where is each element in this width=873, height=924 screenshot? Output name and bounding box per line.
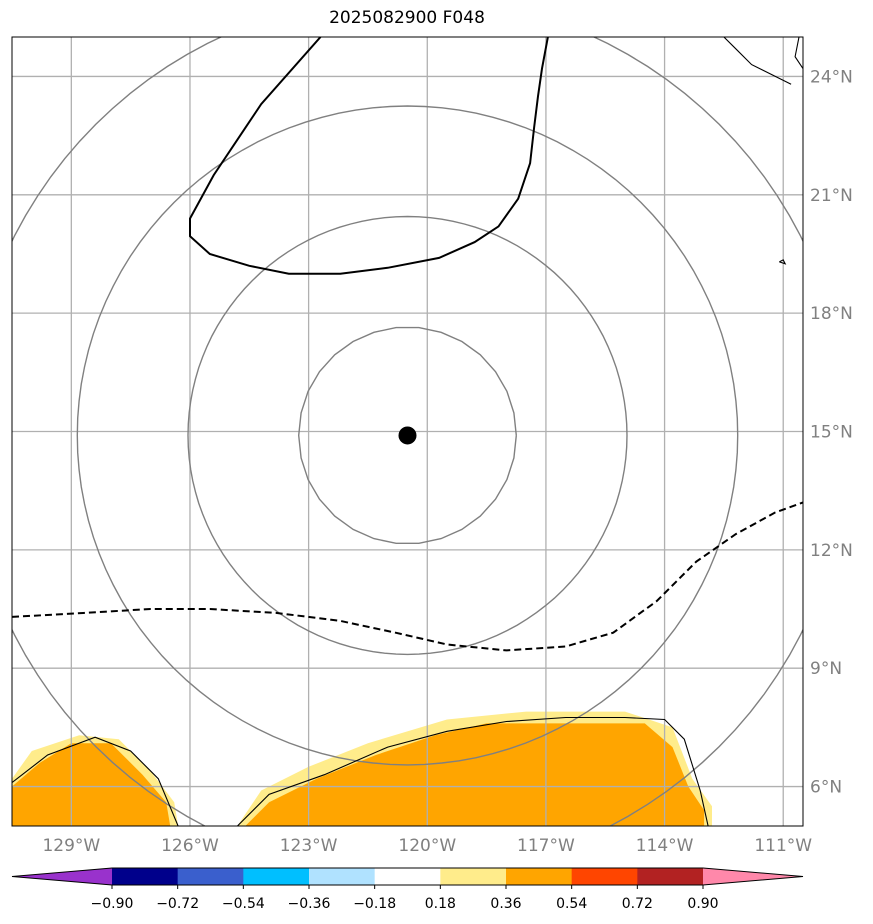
positive-anomaly-fills bbox=[12, 711, 712, 826]
colorbar-swatch bbox=[571, 868, 638, 885]
chart-title: 2025082900 F048 bbox=[329, 8, 485, 28]
coastline bbox=[723, 37, 792, 85]
colorbar-tick-label: 0.72 bbox=[622, 896, 653, 912]
colorbar-swatch bbox=[637, 868, 704, 885]
colorbar-swatch bbox=[506, 868, 573, 885]
colorbar-swatch bbox=[177, 868, 244, 885]
latitude-labels: 6°N 9°N 12°N 15°N 18°N 21°N 24°N bbox=[810, 67, 853, 797]
range-ring bbox=[12, 37, 803, 826]
colorbar: −0.90 −0.72 −0.54 −0.36 −0.18 0.18 0.36 0.54 0.7… bbox=[11, 867, 804, 912]
colorbar-swatch bbox=[309, 868, 376, 885]
range-rings bbox=[12, 37, 803, 826]
lon-tick-label: 111°W bbox=[754, 836, 812, 856]
lon-tick-label: 126°W bbox=[161, 836, 219, 856]
lon-tick-label: 117°W bbox=[517, 836, 575, 856]
colorbar-swatch bbox=[112, 868, 179, 885]
range-ring bbox=[187, 215, 628, 656]
fill-region-west bbox=[12, 743, 171, 826]
lon-tick-label: 114°W bbox=[636, 836, 694, 856]
colorbar-tick-label: −0.18 bbox=[353, 896, 396, 912]
lon-tick-label: 123°W bbox=[280, 836, 338, 856]
colorbar-tick-label: 0.54 bbox=[556, 896, 587, 912]
colorbar-swatch bbox=[374, 868, 441, 885]
colorbar-swatch bbox=[440, 868, 507, 885]
storm-center bbox=[398, 426, 417, 445]
storm-center-marker bbox=[398, 426, 417, 445]
lat-tick-label: 21°N bbox=[810, 186, 853, 206]
colorbar-extend-high bbox=[703, 868, 803, 885]
range-ring bbox=[76, 105, 739, 766]
colorbar-tick-label: −0.54 bbox=[222, 896, 265, 912]
colorbar-tick-label: −0.90 bbox=[91, 896, 134, 912]
colorbar-swatch bbox=[243, 868, 310, 885]
lat-tick-label: 24°N bbox=[810, 67, 853, 87]
colorbar-tick-label: 0.18 bbox=[425, 896, 456, 912]
colorbar-tick-label: −0.72 bbox=[156, 896, 199, 912]
lon-tick-label: 129°W bbox=[42, 836, 100, 856]
colorbar-tick-label: 0.90 bbox=[687, 896, 718, 912]
coastline bbox=[237, 716, 709, 826]
colorbar-extend-low bbox=[12, 868, 112, 885]
contour-solid bbox=[189, 37, 549, 275]
coastline bbox=[794, 37, 803, 69]
colorbar-tick-label: −0.36 bbox=[288, 896, 331, 912]
coastline bbox=[12, 736, 179, 826]
colorbar-tick-label: 0.36 bbox=[490, 896, 521, 912]
lon-tick-label: 120°W bbox=[398, 836, 456, 856]
plot-frame bbox=[11, 36, 804, 827]
lat-tick-label: 15°N bbox=[810, 423, 853, 443]
fill-region-east bbox=[245, 723, 705, 826]
lat-tick-label: 12°N bbox=[810, 541, 853, 561]
contour-dashed bbox=[12, 501, 803, 652]
lat-tick-label: 6°N bbox=[810, 778, 842, 798]
contour-lines bbox=[12, 37, 803, 652]
coastlines bbox=[12, 37, 803, 826]
lat-tick-label: 18°N bbox=[810, 304, 853, 324]
coastline bbox=[779, 259, 787, 265]
lat-tick-label: 9°N bbox=[810, 659, 842, 679]
longitude-labels: 129°W 126°W 123°W 120°W 117°W 114°W 111°W bbox=[42, 836, 812, 856]
range-ring bbox=[297, 326, 517, 544]
